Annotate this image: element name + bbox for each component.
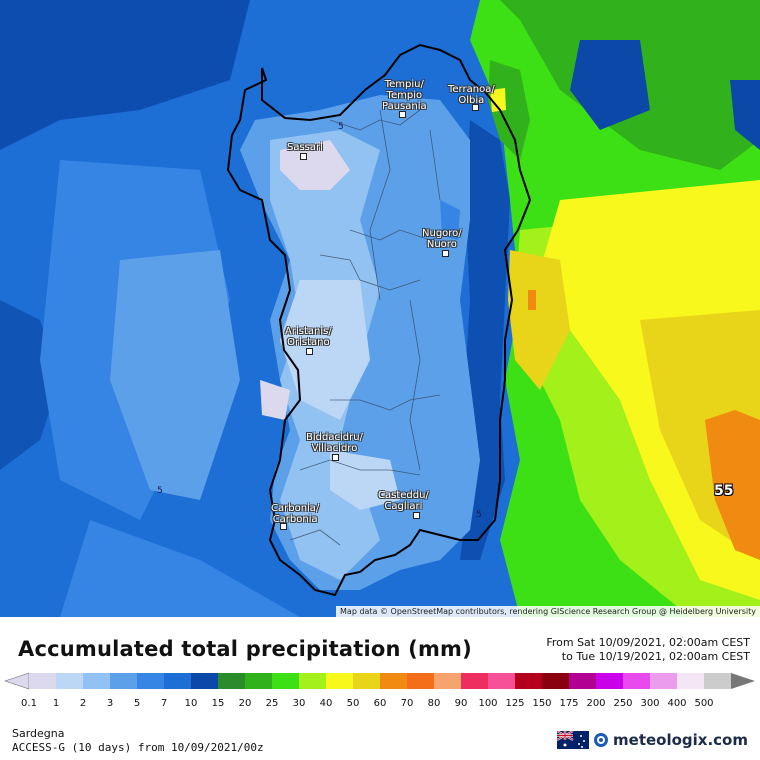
color-scale-ticks: 0.1 1 2 3 5 7 10 15 20 25 30 40 50 60 70 80 90 100 125 150 1… [0,698,760,712]
region-name: Sardegna [12,727,65,740]
scale-arrow-right [731,673,755,689]
city-label-villacidro: Biddacidru/Villacidro [306,432,363,454]
scale-swatch [515,673,543,689]
scale-tick-label: 5 [133,698,141,709]
map-title: Accumulated total precipitation (mm) [18,637,472,661]
city-label-nuoro: Nugoro/Nuoro [422,228,462,250]
scale-tick-label: 20 [238,698,252,709]
scale-swatch [137,673,165,689]
map-attribution: Map data © OpenStreetMap contributors, r… [336,606,760,617]
city-label-tempio: Tempiu/Tempio Pausania [382,79,427,112]
brand[interactable]: meteologix.com [557,731,748,749]
city-label-oristano: Aristanis/Oristano [285,326,332,348]
period-to: to Tue 10/19/2021, 02:00am CEST [561,650,750,663]
city-marker [280,523,287,530]
scale-swatch [461,673,489,689]
sardinia-coastline [226,43,532,597]
scale-swatch [596,673,624,689]
scale-tick-label: 10 [184,698,198,709]
scale-swatch [434,673,462,689]
brand-name: meteologix.com [613,731,748,749]
scale-swatch [164,673,192,689]
precipitation-field [0,0,760,617]
scale-tick-label: 50 [346,698,360,709]
scale-tick-label: 40 [319,698,333,709]
city-marker [472,104,479,111]
contour-label: 5 [157,486,163,496]
color-scale-bar [4,672,755,690]
scale-swatch [110,673,138,689]
scale-tick-label: 3 [106,698,114,709]
max-value-label: 55 [714,483,734,499]
scale-swatch [488,673,516,689]
city-marker [399,111,406,118]
scale-tick-label: 125 [505,698,525,709]
scale-swatch [407,673,435,689]
scale-tick-label: 7 [160,698,168,709]
scale-swatch [218,673,246,689]
scale-swatch [83,673,111,689]
scale-tick-label: 25 [265,698,279,709]
scale-swatch [650,673,678,689]
city-marker [332,454,339,461]
scale-tick-label: 1 [52,698,60,709]
scale-tick-label: 200 [586,698,606,709]
scale-swatch [677,673,705,689]
scale-swatch [245,673,273,689]
scale-tick-label: 175 [559,698,579,709]
scale-swatch [353,673,381,689]
meteologix-logo-icon [594,733,609,747]
scale-tick-label: 500 [694,698,714,709]
scale-swatch [542,673,570,689]
scale-tick-label: 250 [613,698,633,709]
scale-tick-label: 90 [454,698,468,709]
city-marker [300,153,307,160]
city-label-carbonia: Carbonia/Carbonia [271,503,320,525]
australia-flag-icon [557,731,590,749]
scale-swatch [191,673,219,689]
scale-tick-label: 300 [640,698,660,709]
scale-swatch [704,673,732,689]
contour-label: 5 [476,510,482,520]
contour-label: 5 [338,122,344,132]
scale-tick-label: 0.1 [21,698,37,709]
scale-swatch [272,673,300,689]
scale-tick-label: 15 [211,698,225,709]
scale-tick-label: 80 [427,698,441,709]
city-marker [413,512,420,519]
scale-arrow-left [4,672,30,690]
city-marker [442,250,449,257]
city-label-sassari: Sassari [287,142,323,153]
precipitation-map[interactable]: Tempiu/Tempio Pausania Terranoa/Olbia Sas… [0,0,760,617]
scale-swatch [326,673,354,689]
city-label-olbia: Terranoa/Olbia [448,84,495,106]
scale-swatch [380,673,408,689]
scale-swatch [623,673,651,689]
scale-tick-label: 100 [478,698,498,709]
scale-swatch [299,673,327,689]
scale-tick-label: 150 [532,698,552,709]
scale-swatch [56,673,84,689]
scale-tick-label: 60 [373,698,387,709]
period-from: From Sat 10/09/2021, 02:00am CEST [546,636,750,649]
city-label-cagliari: Casteddu/Cagliari [378,490,429,512]
model-info: ACCESS-G (10 days) from 10/09/2021/00z [12,741,264,754]
city-marker [306,348,313,355]
scale-tick-label: 30 [292,698,306,709]
scale-tick-label: 2 [79,698,87,709]
scale-swatch [29,673,57,689]
scale-tick-label: 400 [667,698,687,709]
scale-tick-label: 70 [400,698,414,709]
scale-swatch [569,673,597,689]
province-boundaries [289,109,461,546]
